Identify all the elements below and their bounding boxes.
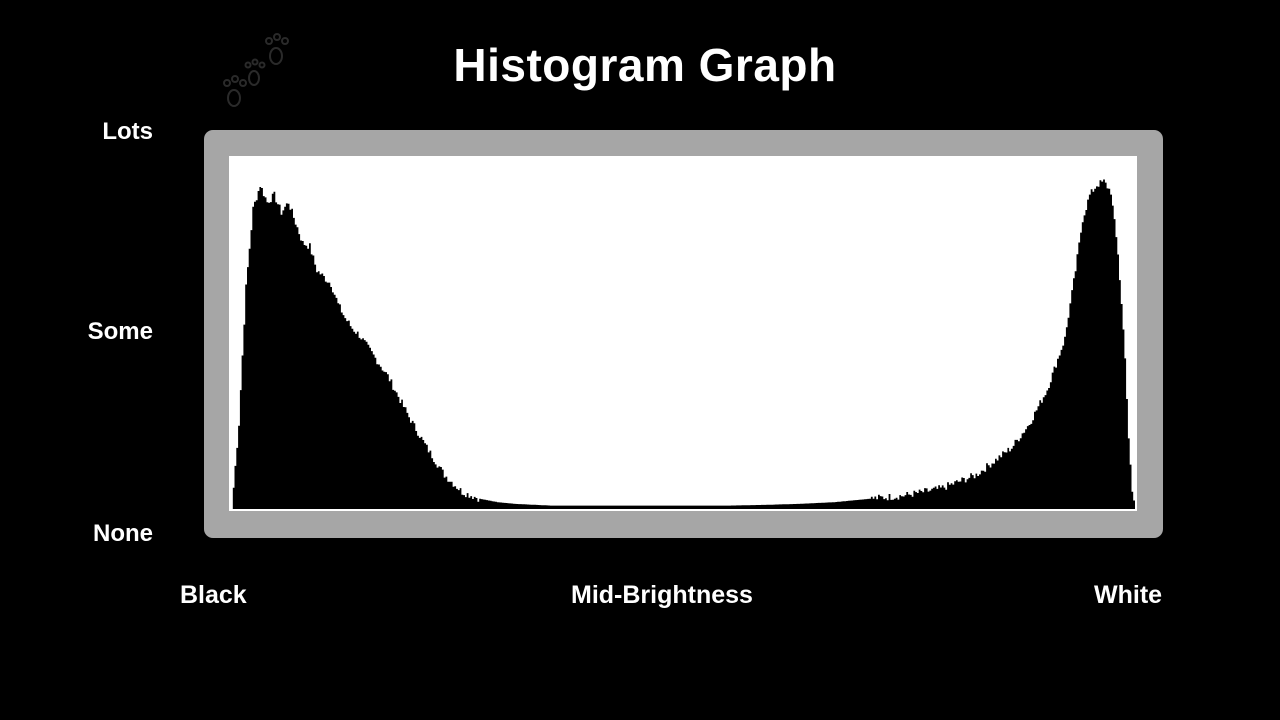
histogram-plot (229, 156, 1137, 511)
x-tick-label-black: Black (180, 581, 247, 609)
y-tick-label-lots: Lots (102, 118, 153, 145)
x-tick-label-white: White (1094, 581, 1163, 609)
y-tick-label-none: None (93, 520, 153, 547)
x-tick-label-mid-brightness: Mid-Brightness (571, 581, 753, 609)
y-tick-label-some: Some (87, 318, 153, 345)
chart-title: Histogram Graph (453, 39, 837, 91)
paw-prints-watermark (223, 33, 289, 107)
histogram-area (231, 179, 1135, 509)
